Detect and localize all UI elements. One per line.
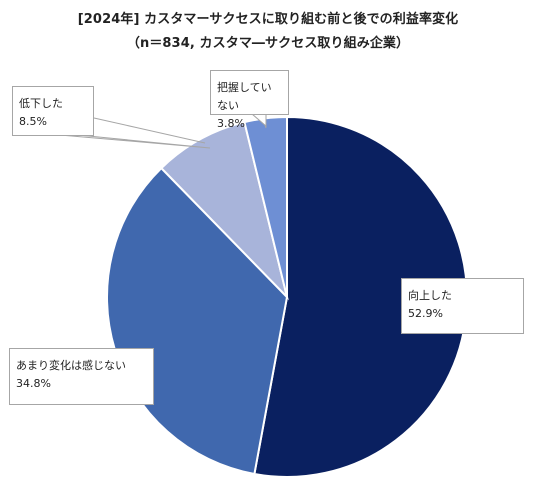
slice-value-kouka: 52.9% <box>408 307 443 320</box>
chart-subtitle: （n＝834, カスタマ―サクセス取り組み企業） <box>126 36 410 51</box>
label-box-teika: 低下した 8.5% <box>12 86 94 136</box>
callout-tail-teika <box>59 134 211 149</box>
slice-label-amari: あまり変化は感じない <box>16 359 126 372</box>
label-box-haaku: 把握していない 3.8% <box>210 70 289 130</box>
slice-value-amari: 34.8% <box>16 377 51 390</box>
slice-label-teika: 低下した <box>19 97 63 110</box>
slice-label-haaku: 把握していない <box>217 81 272 112</box>
slice-value-teika: 8.5% <box>19 115 47 128</box>
leader-teika <box>93 117 206 144</box>
pie-slice-teika <box>159 120 289 301</box>
label-box-amari: あまり変化は感じない 34.8% <box>9 348 154 405</box>
slice-label-kouka: 向上した <box>408 289 452 302</box>
label-box-kouka: 向上した 52.9% <box>401 278 524 334</box>
slice-value-haaku: 3.8% <box>217 117 245 130</box>
chart-title: [2024年] カスタマーサクセスに取り組む前と後での利益率変化 <box>77 12 459 27</box>
